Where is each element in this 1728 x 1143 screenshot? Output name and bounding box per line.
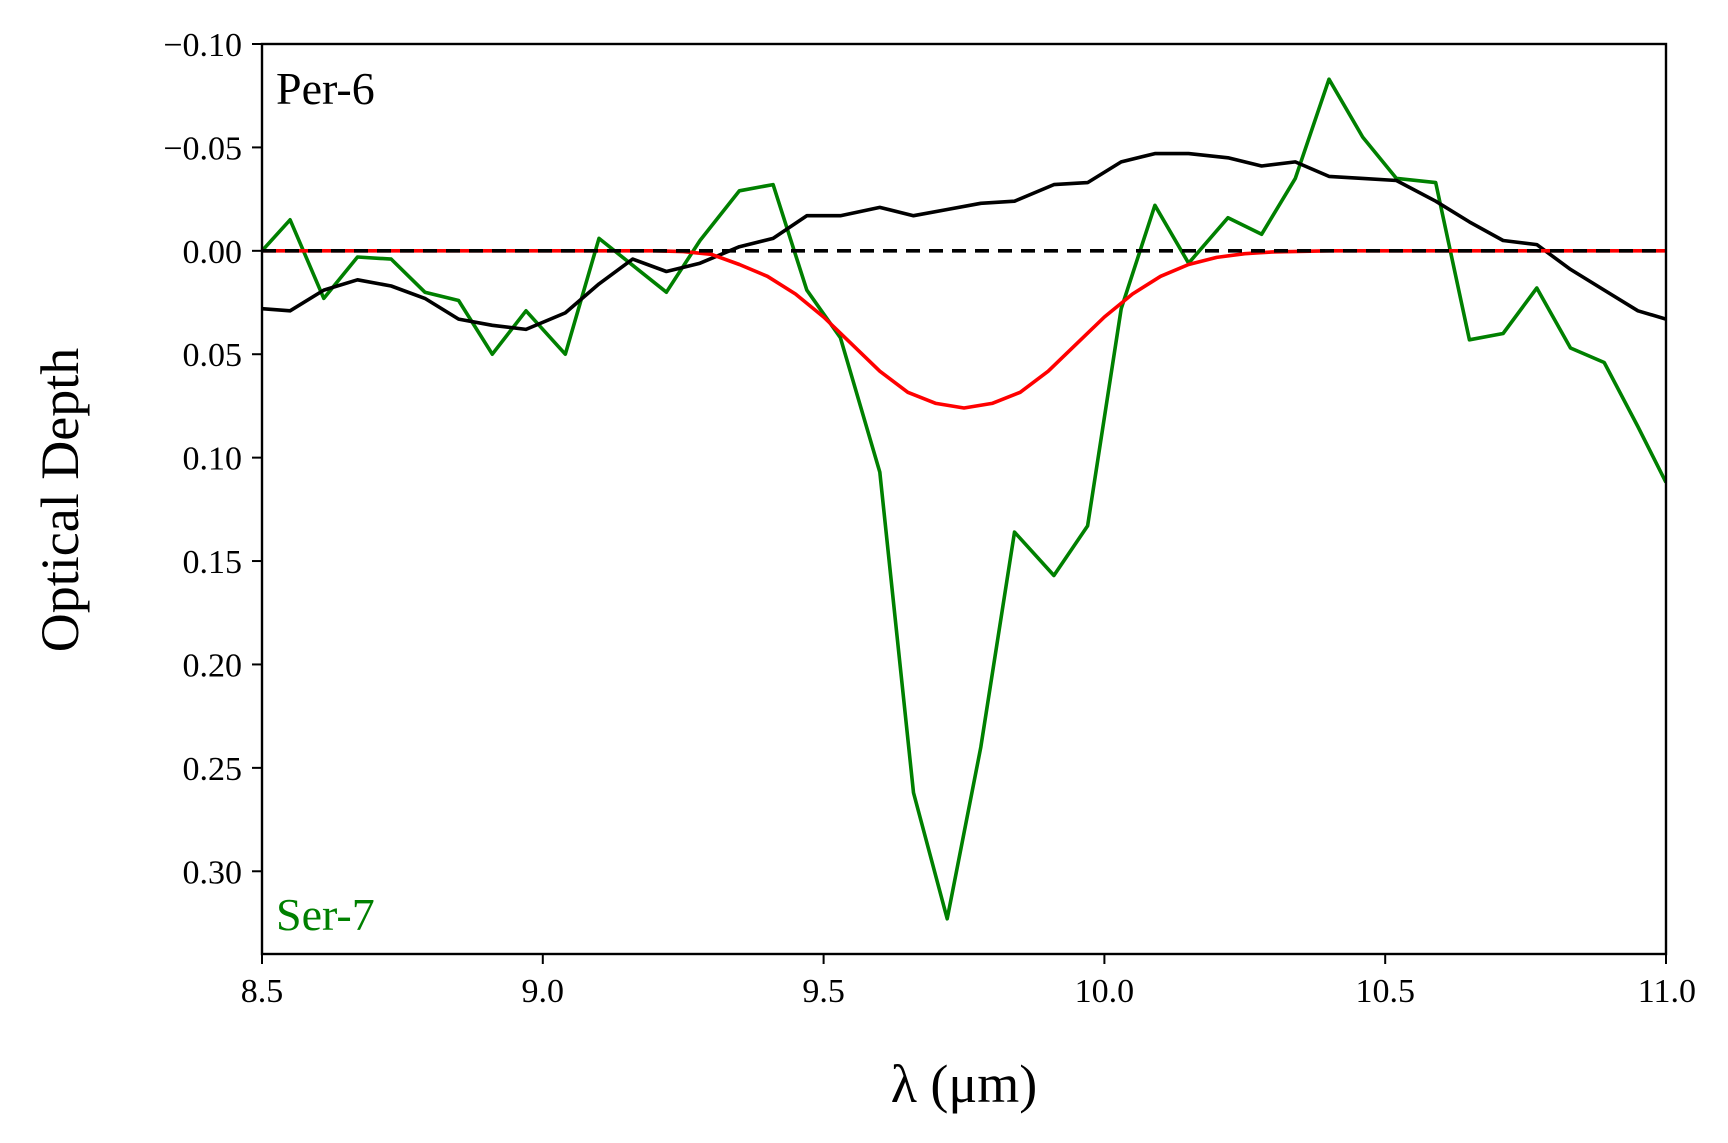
y-tick-label: 0.00 — [183, 234, 243, 271]
x-tick-label: 10.0 — [1075, 973, 1135, 1010]
x-tick-label: 8.5 — [241, 973, 284, 1010]
y-axis: −0.10 −0.05 0.00 0.05 0.10 0.15 0.20 0.25 0.30 — [163, 27, 262, 891]
y-axis-title: Optical Depth — [30, 348, 90, 652]
annotation-per-6: Per-6 — [276, 63, 375, 114]
x-tick-label: 10.5 — [1355, 973, 1415, 1010]
y-tick-label: −0.05 — [163, 130, 242, 167]
y-tick-label: 0.05 — [183, 337, 243, 374]
x-axis: 8.5 9.0 9.5 10.0 10.5 11.0 — [241, 954, 1696, 1010]
y-tick-label: −0.10 — [163, 27, 242, 64]
plot-frame — [260, 42, 1668, 956]
x-tick-label: 11.0 — [1638, 973, 1696, 1010]
series-line-0 — [262, 77, 1666, 921]
series-line-1 — [262, 151, 1666, 332]
y-tick-label: 0.25 — [183, 751, 243, 788]
annotation-ser-7: Ser-7 — [276, 889, 375, 940]
y-tick-label: 0.30 — [183, 854, 243, 891]
x-tick-label: 9.0 — [522, 973, 565, 1010]
x-tick-label: 9.5 — [802, 973, 845, 1010]
x-axis-title: λ (μm) — [891, 1054, 1038, 1114]
y-tick-label: 0.15 — [183, 544, 243, 581]
y-tick-label: 0.20 — [183, 647, 243, 684]
series-layer — [262, 77, 1666, 921]
y-tick-label: 0.10 — [183, 441, 243, 478]
